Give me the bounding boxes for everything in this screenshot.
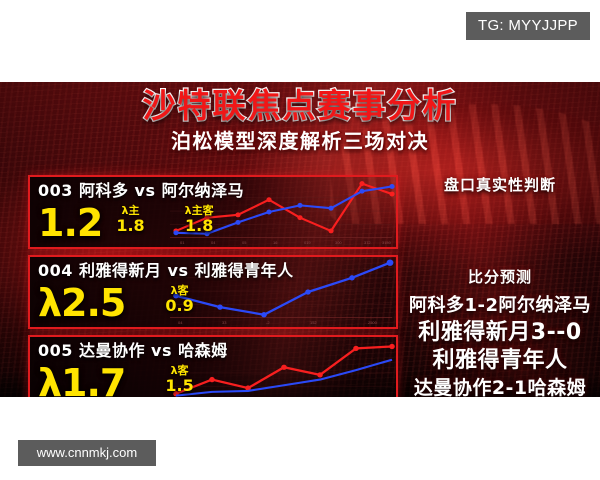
score-prediction-item: 利雅得青年人: [432, 348, 568, 373]
match-stats-row: 1.2 λ主 1.8 λ主客 1.8: [38, 201, 396, 245]
telegram-handle-badge: TG: MYYJJPP: [466, 12, 590, 40]
page-subtitle: 泊松模型深度解析三场对决: [171, 129, 429, 153]
stat-lambda-away: λ客 0.9: [165, 284, 193, 315]
stat-label: λ客: [170, 284, 189, 297]
match-card[interactable]: 01 04 05 16 019 300 372 3150 003 阿科多 vs 阿尔纳泽…: [28, 175, 398, 249]
odds-validity-heading: 盘口真实性判断: [443, 176, 556, 194]
score-prediction-heading: 比分预测: [467, 268, 532, 286]
svg-text:33: 33: [222, 320, 226, 325]
match-stats-row: λ1.7 λ客 1.5: [38, 361, 396, 397]
score-prediction-item: 阿科多1-2阿尔纳泽马: [408, 295, 592, 316]
match-card[interactable]: 005 达曼协作 vs 哈森姆 λ1.7 λ客 1.5: [28, 335, 398, 397]
svg-text:-2: -2: [266, 320, 270, 325]
svg-text:372: 372: [364, 240, 371, 245]
match-trend-chart: [166, 337, 396, 397]
lambda-primary-value: λ1.7: [38, 361, 126, 397]
svg-text:05: 05: [242, 240, 246, 245]
svg-text:16: 16: [273, 240, 277, 245]
match-stats-row: λ2.5 λ客 0.9: [38, 281, 396, 325]
svg-text:152: 152: [310, 320, 317, 325]
stat-value: 0.9: [165, 296, 194, 315]
match-title: 003 阿科多 vs 阿尔纳泽马: [38, 181, 245, 200]
lambda-primary-value: 1.2: [38, 201, 103, 245]
match-card[interactable]: 04 33 -2 152 2500 004 利雅得新月 vs 利雅得青年人 λ2.5…: [28, 255, 398, 329]
match-title: 005 达曼协作 vs 哈森姆: [38, 341, 228, 360]
stat-lambda-home: λ主 1.8: [116, 204, 144, 235]
svg-text:3150: 3150: [382, 240, 391, 245]
page-title: 沙特联焦点赛事分析: [141, 85, 458, 126]
stat-lambda-away: λ客 1.5: [165, 364, 193, 395]
svg-text:2500: 2500: [368, 320, 377, 325]
svg-text:04: 04: [211, 240, 216, 245]
stat-value: 1.8: [116, 216, 145, 235]
match-trend-chart: 04 33 -2 152 2500: [166, 257, 396, 327]
svg-text:019: 019: [304, 240, 311, 245]
analysis-panel: 盘口真实性判断 比分预测 阿科多1-2阿尔纳泽马 利雅得新月3--0 利雅得青年…: [400, 175, 600, 397]
title-block: 沙特联焦点赛事分析 泊松模型深度解析三场对决: [0, 85, 600, 155]
svg-text:01: 01: [180, 240, 184, 245]
site-watermark: www.cnnmkj.com: [18, 440, 156, 466]
svg-text:04: 04: [178, 320, 183, 325]
stat-label: λ主客: [184, 204, 214, 217]
svg-text:300: 300: [335, 240, 342, 245]
match-title: 004 利雅得新月 vs 利雅得青年人: [38, 261, 294, 280]
score-prediction-item: 利雅得新月3--0: [418, 320, 582, 345]
stat-label: λ客: [170, 364, 189, 377]
poster-image: 沙特联焦点赛事分析 泊松模型深度解析三场对决: [0, 82, 600, 397]
stat-value: 1.5: [165, 376, 194, 395]
stat-label: λ主: [121, 204, 140, 217]
lambda-primary-value: λ2.5: [38, 281, 126, 325]
stat-value: 1.8: [184, 216, 214, 235]
panel-spacer: [400, 195, 600, 267]
stat-lambda-home-away: λ主客 1.8: [185, 204, 214, 235]
match-card-list: 01 04 05 16 019 300 372 3150 003 阿科多 vs 阿尔纳泽…: [28, 175, 398, 397]
match-trend-chart: 01 04 05 16 019 300 372 3150: [166, 177, 396, 247]
score-prediction-item: 达曼协作2-1哈森姆: [413, 377, 587, 397]
